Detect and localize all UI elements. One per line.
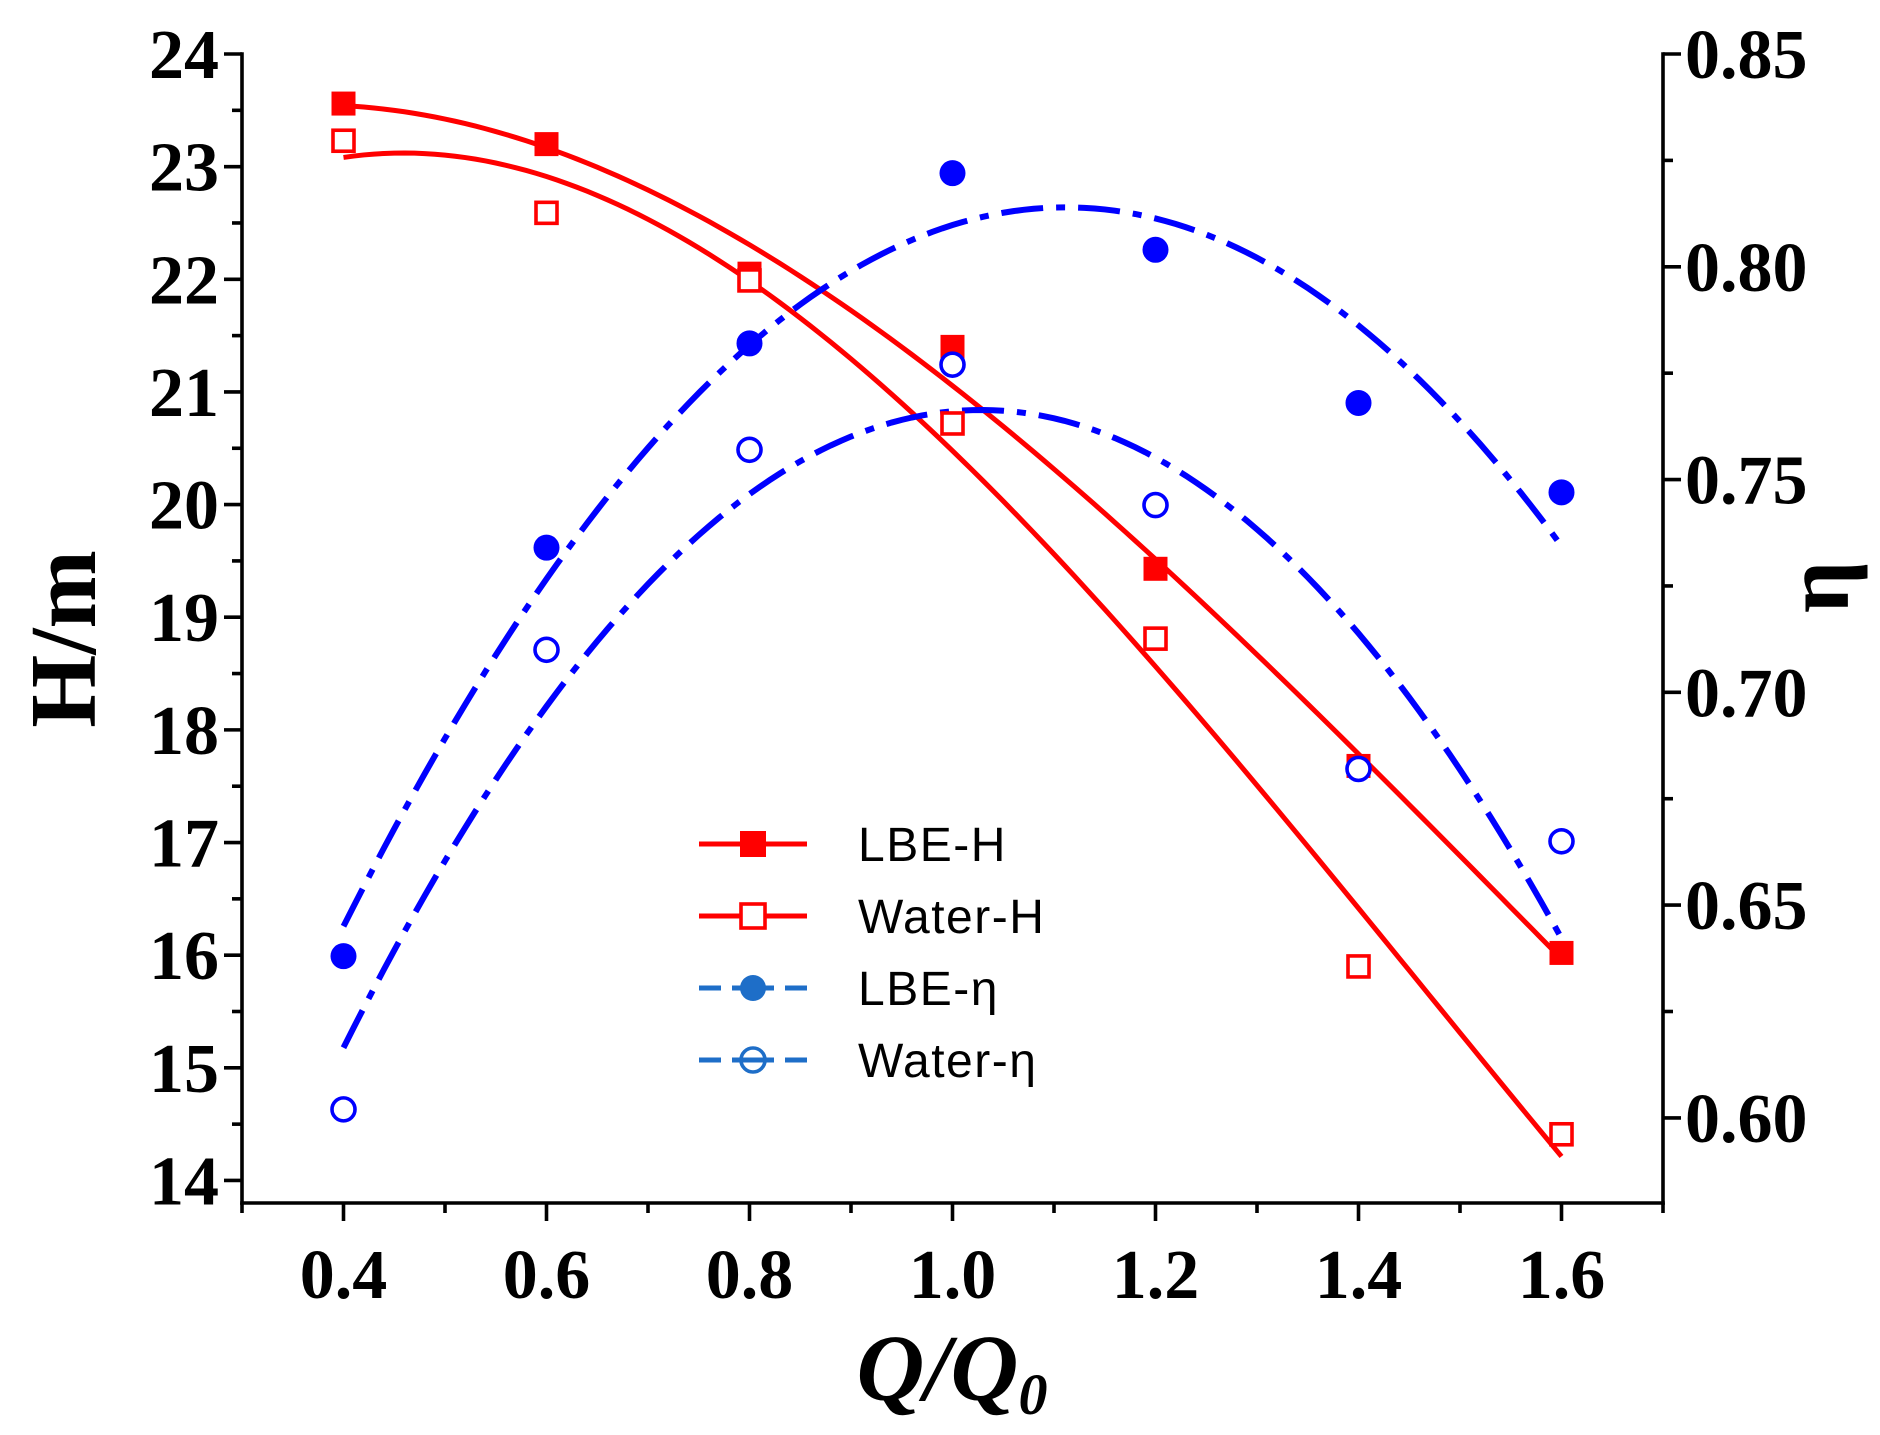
water-h-point xyxy=(1346,954,1371,979)
legend-marker-lbe-eta xyxy=(740,975,766,1001)
water-h-fit-line xyxy=(343,150,1564,1159)
legend-item-lbe-h: LBE-H xyxy=(699,819,1007,872)
lbe-h-point xyxy=(331,91,356,116)
y-axis-title: H/m xyxy=(12,550,116,728)
water-eta-fit-line xyxy=(340,406,1565,1050)
water-eta-point xyxy=(1142,491,1169,519)
y-tick-label: 17 xyxy=(149,806,219,883)
legend-marker-water-h xyxy=(739,902,767,930)
water-h-point xyxy=(534,200,559,226)
data-points xyxy=(330,91,1575,1147)
legend-marker-lbe-h xyxy=(740,831,766,857)
y-tick-label: 23 xyxy=(149,130,219,207)
water-h-point xyxy=(331,128,356,154)
water-eta-point xyxy=(736,436,763,464)
lbe-eta-point xyxy=(1345,389,1372,416)
lbe-eta-point xyxy=(533,534,560,561)
legend-label-lbe-eta: LBE-η xyxy=(858,963,999,1016)
legend: LBE-H Water-H LBE-η Water-η xyxy=(699,819,1045,1088)
y-tick-label: 19 xyxy=(149,580,219,657)
lbe-h-point xyxy=(1143,556,1168,581)
lbe-eta-point xyxy=(736,330,763,357)
x-axis-title: Q/Q0 xyxy=(857,1317,1048,1427)
y2-tick-label: 0.75 xyxy=(1685,443,1808,520)
y-tick-label: 15 xyxy=(149,1031,219,1108)
water-eta-point xyxy=(533,636,560,664)
lbe-eta-point xyxy=(939,160,966,187)
legend-item-water-eta: Water-η xyxy=(699,1035,1037,1088)
y2-tick-label: 0.85 xyxy=(1685,17,1808,94)
y2-tick-label: 0.60 xyxy=(1685,1081,1808,1158)
x-tick-label: 0.6 xyxy=(503,1237,591,1314)
lbe-eta-point xyxy=(330,943,357,970)
water-eta-point xyxy=(939,351,966,378)
y-tick-label: 18 xyxy=(149,693,219,770)
y-tick-label: 20 xyxy=(149,468,219,545)
water-eta-point xyxy=(1548,827,1575,855)
x-tick-label: 1.4 xyxy=(1315,1237,1403,1314)
y-tick-label: 22 xyxy=(149,242,219,319)
water-h-point xyxy=(940,411,965,436)
y2-tick-label: 0.70 xyxy=(1685,655,1808,732)
x-axis-title-main: Q/Q xyxy=(857,1317,1019,1421)
legend-label-water-h: Water-H xyxy=(858,891,1045,944)
lbe-h-point xyxy=(534,132,559,157)
water-eta-point xyxy=(1345,755,1372,783)
y2-tick-label: 0.80 xyxy=(1685,230,1808,307)
lbe-eta-fit-line xyxy=(340,204,1564,928)
y2-axis-title: η xyxy=(1766,561,1868,613)
legend-item-lbe-eta: LBE-η xyxy=(699,963,999,1016)
legend-item-water-h: Water-H xyxy=(699,891,1045,944)
y-tick-label: 16 xyxy=(149,918,219,995)
water-h-point xyxy=(1143,626,1168,651)
water-h-point xyxy=(1549,1121,1574,1147)
y2-tick-label: 0.65 xyxy=(1685,868,1808,945)
x-tick-label: 1.0 xyxy=(909,1237,997,1314)
water-eta-point xyxy=(330,1096,357,1123)
x-axis-title-subscript: 0 xyxy=(1018,1362,1047,1427)
x-tick-label: 0.4 xyxy=(300,1237,388,1314)
lbe-h-point xyxy=(1549,940,1574,965)
y-tick-label: 21 xyxy=(149,355,219,432)
water-h-point xyxy=(737,268,762,293)
x-tick-label: 1.6 xyxy=(1518,1237,1606,1314)
x-tick-label: 1.2 xyxy=(1112,1237,1200,1314)
lbe-eta-point xyxy=(1142,236,1169,263)
y-tick-label: 14 xyxy=(149,1143,219,1220)
y-tick-label: 24 xyxy=(149,17,219,94)
lbe-eta-point xyxy=(1548,479,1575,506)
legend-label-water-eta: Water-η xyxy=(858,1035,1037,1088)
legend-marker-water-eta xyxy=(739,1046,767,1074)
legend-label-lbe-h: LBE-H xyxy=(858,819,1007,872)
x-tick-label: 0.8 xyxy=(706,1237,794,1314)
ticks: 0.4 0.6 0.8 1.0 1.2 1.4 1.6 14 15 16 17 18 19 20 21 22 2… xyxy=(149,17,1808,1314)
